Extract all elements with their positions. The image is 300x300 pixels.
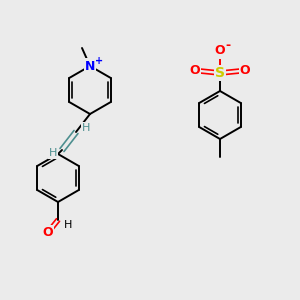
Text: S: S bbox=[215, 66, 225, 80]
Text: H: H bbox=[49, 148, 57, 158]
Text: N: N bbox=[85, 59, 95, 73]
Text: O: O bbox=[240, 64, 250, 77]
Text: +: + bbox=[95, 56, 103, 66]
Text: H: H bbox=[64, 220, 72, 230]
Text: H: H bbox=[82, 123, 90, 133]
Text: O: O bbox=[43, 226, 53, 239]
Text: -: - bbox=[225, 38, 231, 52]
Text: O: O bbox=[215, 44, 225, 58]
Text: O: O bbox=[190, 64, 200, 77]
